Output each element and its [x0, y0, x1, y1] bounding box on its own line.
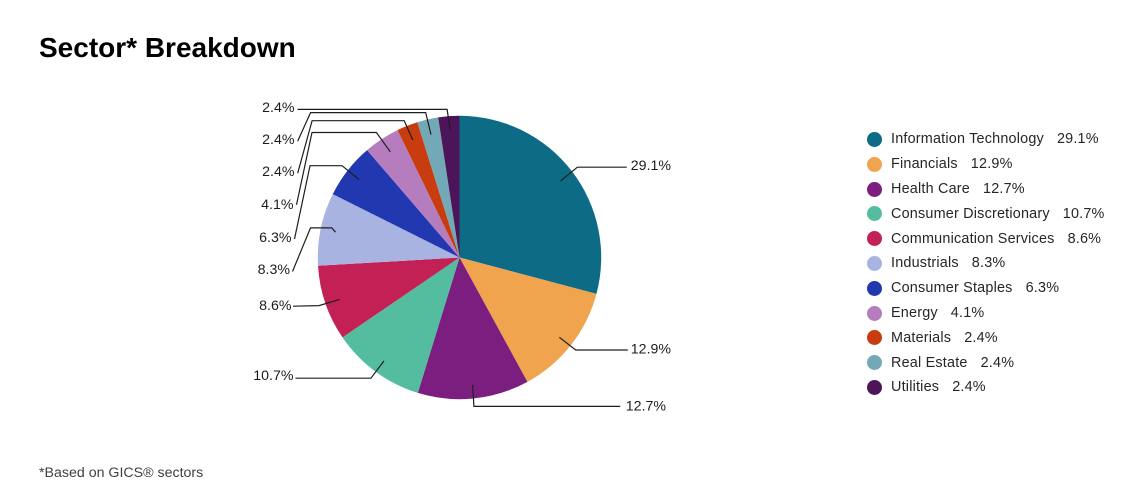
svg-text:2.4%: 2.4%: [262, 100, 295, 116]
svg-text:29.1%: 29.1%: [631, 158, 672, 174]
svg-text:8.6%: 8.6%: [259, 298, 292, 314]
svg-text:2.4%: 2.4%: [262, 132, 295, 148]
svg-text:8.3%: 8.3%: [258, 262, 291, 278]
svg-text:12.9%: 12.9%: [631, 342, 672, 358]
svg-text:10.7%: 10.7%: [253, 368, 294, 384]
svg-text:12.7%: 12.7%: [626, 399, 667, 415]
svg-text:4.1%: 4.1%: [261, 197, 294, 213]
svg-text:6.3%: 6.3%: [259, 230, 292, 246]
svg-text:2.4%: 2.4%: [262, 164, 295, 180]
